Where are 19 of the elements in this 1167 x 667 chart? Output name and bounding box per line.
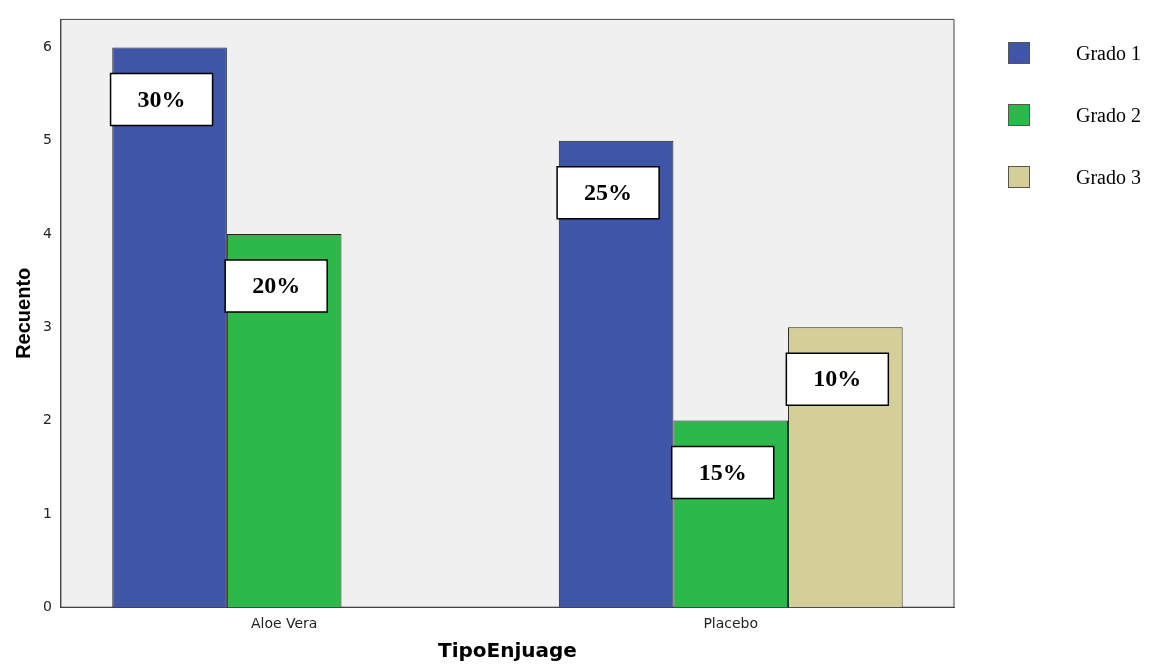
legend-label: Grado 1 [1076, 41, 1141, 65]
legend-label: Grado 2 [1076, 103, 1141, 127]
annotation: 20% [252, 272, 301, 299]
y-tick-label: 0 [42, 597, 52, 614]
y-tick-label: 2 [42, 411, 52, 428]
legend-label: Grado 3 [1076, 165, 1141, 189]
y-tick-label: 5 [42, 131, 52, 148]
x-tick-label: Aloe Vera [250, 615, 318, 632]
annotation: 15% [698, 458, 747, 485]
y-tick-label: 6 [42, 38, 52, 55]
y-tick-label: 1 [42, 504, 52, 521]
y-tick-label: 4 [42, 224, 52, 241]
x-tick-label: Placebo [703, 615, 759, 632]
annotation: 25% [584, 178, 633, 205]
y-tick-label: 3 [42, 317, 52, 334]
y-axis-title: Recuento [11, 267, 34, 359]
x-axis-title: TipoEnjuage [437, 638, 577, 663]
annotation: 10% [813, 365, 862, 392]
annotation: 30% [137, 85, 186, 112]
